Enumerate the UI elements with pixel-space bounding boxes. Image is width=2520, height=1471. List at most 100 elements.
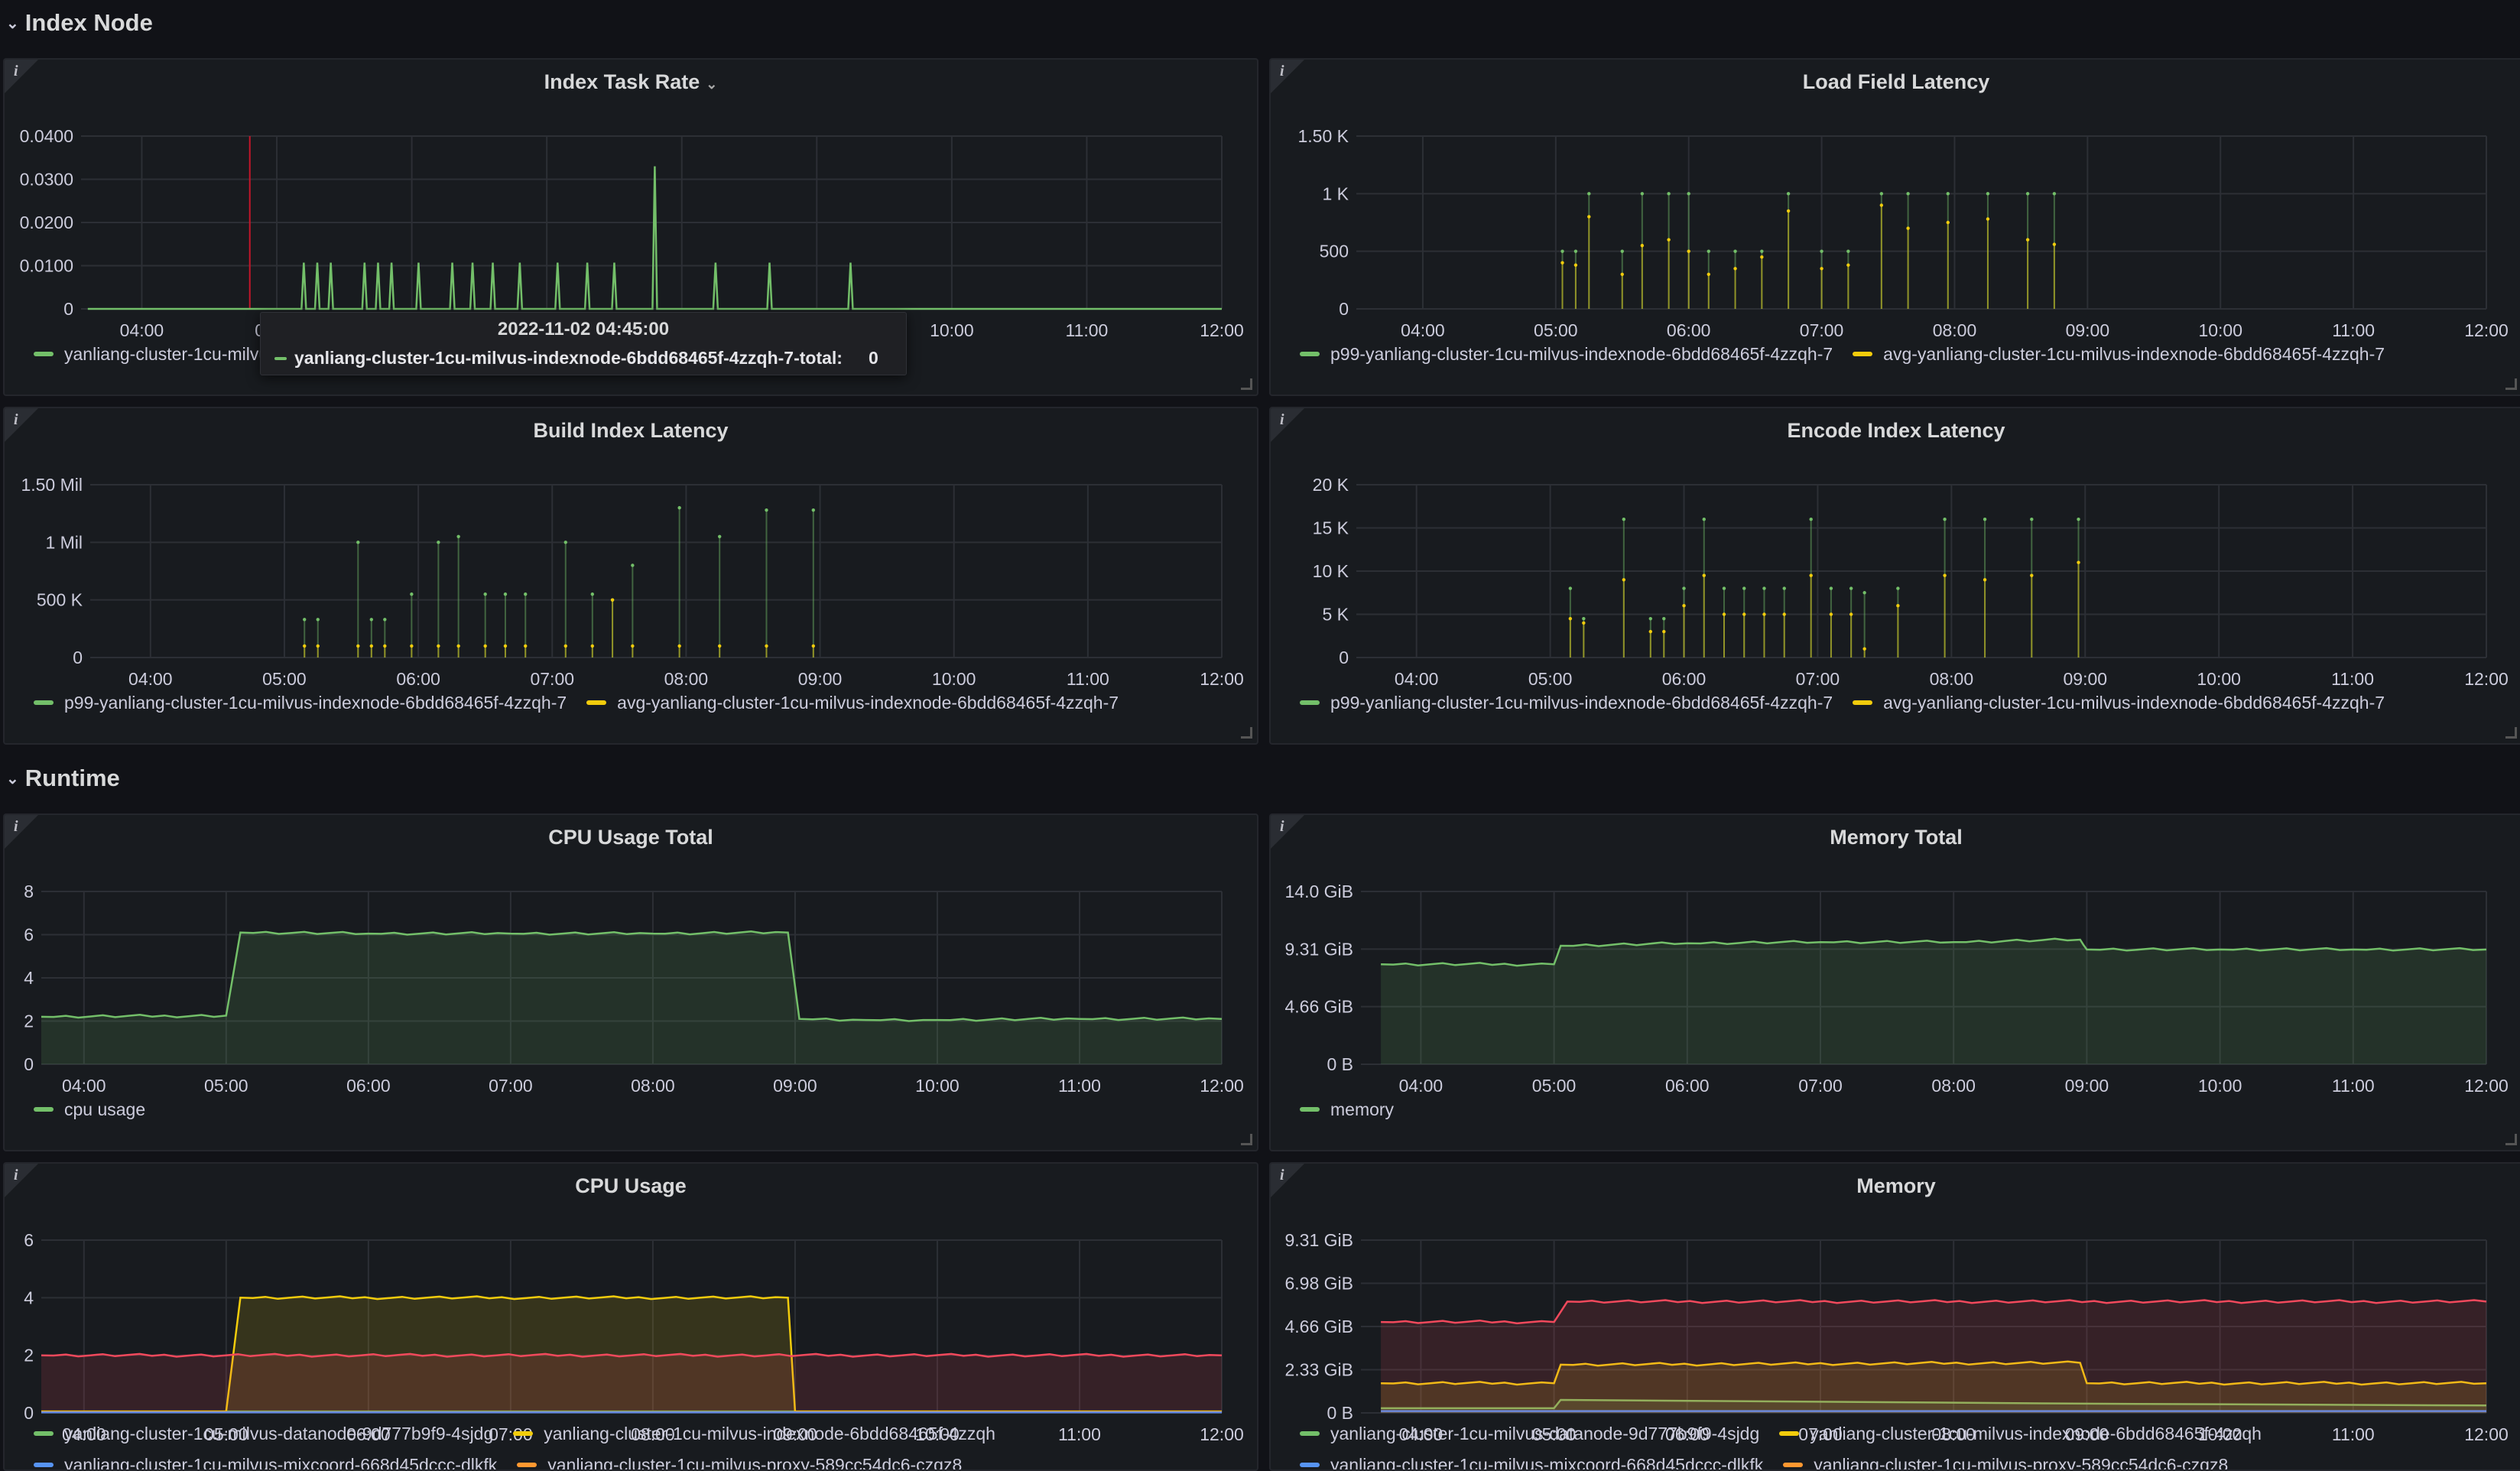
legend-item[interactable]: yanliang-cluster-1cu-milvus-indexnode-6b…: [513, 1420, 995, 1447]
series-avg-yanliang-cluster-1cu-milvus-indexnode-6bdd68465f-4zzqh-7-point[interactable]: [2030, 573, 2034, 577]
series-avg-yanliang-cluster-1cu-milvus-indexnode-6bdd68465f-4zzqh-7-point[interactable]: [1809, 573, 1813, 577]
series-p99-yanliang-cluster-1cu-milvus-indexnode-6bdd68465f-4zzqh-7-point[interactable]: [410, 592, 414, 596]
panel-title[interactable]: Encode Index Latency: [1271, 419, 2520, 446]
series-memory-line[interactable]: [1381, 937, 2487, 967]
series-avg-yanliang-cluster-1cu-milvus-indexnode-6bdd68465f-4zzqh-7-point[interactable]: [456, 644, 460, 648]
series-p99-yanliang-cluster-1cu-milvus-indexnode-6bdd68465f-4zzqh-7-point[interactable]: [1640, 192, 1645, 196]
series-avg-yanliang-cluster-1cu-milvus-indexnode-6bdd68465f-4zzqh-7-point[interactable]: [1622, 578, 1626, 582]
series-avg-yanliang-cluster-1cu-milvus-indexnode-6bdd68465f-4zzqh-7-point[interactable]: [1879, 203, 1884, 207]
series-p99-yanliang-cluster-1cu-milvus-indexnode-6bdd68465f-4zzqh-7-point[interactable]: [765, 508, 768, 512]
series-avg-yanliang-cluster-1cu-milvus-indexnode-6bdd68465f-4zzqh-7-point[interactable]: [1702, 573, 1706, 577]
chart-svg[interactable]: 8 6 4 2 0 04:00 05:00 06:00 07:00 08:00 09:00 10:00…: [5, 815, 1257, 1150]
legend-item[interactable]: p99-yanliang-cluster-1cu-milvus-indexnod…: [1300, 689, 1833, 716]
series-avg-yanliang-cluster-1cu-milvus-indexnode-6bdd68465f-4zzqh-7-point[interactable]: [1846, 263, 1850, 267]
series-p99-yanliang-cluster-1cu-milvus-indexnode-6bdd68465f-4zzqh-7-point[interactable]: [1568, 586, 1573, 590]
series-p99-yanliang-cluster-1cu-milvus-indexnode-6bdd68465f-4zzqh-7-point[interactable]: [563, 541, 567, 544]
info-icon[interactable]: i: [1280, 411, 1284, 428]
series-p99-yanliang-cluster-1cu-milvus-indexnode-6bdd68465f-4zzqh-7-point[interactable]: [1722, 586, 1726, 590]
panel-cpu-usage-total[interactable]: i CPU Usage Total 8 6 4 2 0 04:00 05:00 06:00 07:0…: [3, 813, 1258, 1151]
row-header-runtime[interactable]: ⌄ Runtime: [6, 761, 120, 795]
legend-item[interactable]: p99-yanliang-cluster-1cu-milvus-indexnod…: [1300, 340, 1833, 368]
series-avg-yanliang-cluster-1cu-milvus-indexnode-6bdd68465f-4zzqh-7-point[interactable]: [1722, 612, 1726, 616]
series-p99-yanliang-cluster-1cu-milvus-indexnode-6bdd68465f-4zzqh-7-point[interactable]: [456, 534, 460, 538]
row-header-index-node[interactable]: ⌄ Index Node: [6, 6, 153, 40]
legend-item[interactable]: yanliang-cluster-1cu-milvus-proxy-589cc5…: [517, 1451, 962, 1469]
series-avg-yanliang-cluster-1cu-milvus-indexnode-6bdd68465f-4zzqh-7-point[interactable]: [483, 644, 487, 648]
series-p99-yanliang-cluster-1cu-milvus-indexnode-6bdd68465f-4zzqh-7-point[interactable]: [2030, 518, 2034, 521]
series-p99-yanliang-cluster-1cu-milvus-indexnode-6bdd68465f-4zzqh-7-point[interactable]: [437, 541, 440, 544]
legend-item[interactable]: avg-yanliang-cluster-1cu-milvus-indexnod…: [586, 689, 1119, 716]
series-p99-yanliang-cluster-1cu-milvus-indexnode-6bdd68465f-4zzqh-7-point[interactable]: [1620, 249, 1624, 253]
series-avg-yanliang-cluster-1cu-milvus-indexnode-6bdd68465f-4zzqh-7-point[interactable]: [677, 644, 681, 648]
chart-svg[interactable]: 14.0 GiB 9.31 GiB 4.66 GiB 0 B 04:00 05:00 06:…: [1271, 815, 2520, 1150]
series-avg-yanliang-cluster-1cu-milvus-indexnode-6bdd68465f-4zzqh-7-point[interactable]: [383, 644, 387, 648]
series-p99-yanliang-cluster-1cu-milvus-indexnode-6bdd68465f-4zzqh-7-point[interactable]: [356, 541, 360, 544]
series-avg-yanliang-cluster-1cu-milvus-indexnode-6bdd68465f-4zzqh-7-point[interactable]: [369, 644, 374, 648]
series-avg-yanliang-cluster-1cu-milvus-indexnode-6bdd68465f-4zzqh-7-point[interactable]: [1620, 272, 1624, 276]
series-avg-yanliang-cluster-1cu-milvus-indexnode-6bdd68465f-4zzqh-7-point[interactable]: [1862, 647, 1866, 651]
series-avg-yanliang-cluster-1cu-milvus-indexnode-6bdd68465f-4zzqh-7-point[interactable]: [717, 644, 722, 648]
series-p99-yanliang-cluster-1cu-milvus-indexnode-6bdd68465f-4zzqh-7-point[interactable]: [1662, 616, 1666, 621]
series-p99-yanliang-cluster-1cu-milvus-indexnode-6bdd68465f-4zzqh-7-point[interactable]: [1849, 586, 1853, 590]
series-p99-yanliang-cluster-1cu-milvus-indexnode-6bdd68465f-4zzqh-7-point[interactable]: [1946, 192, 1950, 196]
series-avg-yanliang-cluster-1cu-milvus-indexnode-6bdd68465f-4zzqh-7-point[interactable]: [503, 644, 508, 648]
panel-title[interactable]: CPU Usage: [5, 1174, 1257, 1202]
series-avg-yanliang-cluster-1cu-milvus-indexnode-6bdd68465f-4zzqh-7-point[interactable]: [563, 644, 567, 648]
series-avg-yanliang-cluster-1cu-milvus-indexnode-6bdd68465f-4zzqh-7-point[interactable]: [1782, 612, 1786, 616]
series-p99-yanliang-cluster-1cu-milvus-indexnode-6bdd68465f-4zzqh-7-point[interactable]: [1648, 616, 1653, 621]
series-p99-yanliang-cluster-1cu-milvus-indexnode-6bdd68465f-4zzqh-7-point[interactable]: [1820, 249, 1823, 253]
series-yanliang-cluster-1cu-milvus-datanode-9d777b9f9-4sjdg-line[interactable]: [1381, 1398, 2487, 1410]
series-avg-yanliang-cluster-1cu-milvus-indexnode-6bdd68465f-4zzqh-7-point[interactable]: [1707, 272, 1710, 276]
series-avg-yanliang-cluster-1cu-milvus-indexnode-6bdd68465f-4zzqh-7-point[interactable]: [1648, 629, 1653, 634]
panel-title[interactable]: Memory: [1271, 1174, 2520, 1202]
series-avg-yanliang-cluster-1cu-milvus-indexnode-6bdd68465f-4zzqh-7-point[interactable]: [1568, 616, 1573, 621]
legend-item[interactable]: yanliang-cluster-1cu-milvus-proxy-589cc5…: [1783, 1451, 2228, 1469]
series-avg-yanliang-cluster-1cu-milvus-indexnode-6bdd68465f-4zzqh-7-point[interactable]: [1820, 267, 1823, 271]
series-p99-yanliang-cluster-1cu-milvus-indexnode-6bdd68465f-4zzqh-7-point[interactable]: [1573, 249, 1578, 253]
panel-encode-index-latency[interactable]: i Encode Index Latency 20 K 15 K 10 K 5 K 0 04:…: [1269, 407, 2520, 745]
series-avg-yanliang-cluster-1cu-milvus-indexnode-6bdd68465f-4zzqh-7-point[interactable]: [2025, 238, 2030, 242]
panel-title[interactable]: Memory Total: [1271, 826, 2520, 853]
series-avg-yanliang-cluster-1cu-milvus-indexnode-6bdd68465f-4zzqh-7-point[interactable]: [1983, 578, 1987, 582]
series-p99-yanliang-cluster-1cu-milvus-indexnode-6bdd68465f-4zzqh-7-point[interactable]: [631, 563, 635, 567]
panel-build-index-latency[interactable]: i Build Index Latency 1.50 Mil 1 Mil 500 K 0 0…: [3, 407, 1258, 745]
series-avg-yanliang-cluster-1cu-milvus-indexnode-6bdd68465f-4zzqh-7-point[interactable]: [765, 644, 768, 648]
info-icon[interactable]: i: [14, 1167, 18, 1184]
series-avg-yanliang-cluster-1cu-milvus-indexnode-6bdd68465f-4zzqh-7-point[interactable]: [1582, 621, 1586, 625]
panel-load-field-latency[interactable]: i Load Field Latency 1.50 K 1 K 500 0 04:00 05:…: [1269, 58, 2520, 396]
series-p99-yanliang-cluster-1cu-milvus-indexnode-6bdd68465f-4zzqh-7-point[interactable]: [1742, 586, 1746, 590]
series-avg-yanliang-cluster-1cu-milvus-indexnode-6bdd68465f-4zzqh-7-point[interactable]: [410, 644, 414, 648]
series-avg-yanliang-cluster-1cu-milvus-indexnode-6bdd68465f-4zzqh-7-point[interactable]: [2052, 242, 2057, 246]
legend-item[interactable]: yanliang-cluster-1cu-milvus-indexnode-6b…: [1779, 1420, 2262, 1447]
series-p99-yanliang-cluster-1cu-milvus-indexnode-6bdd68465f-4zzqh-7-point[interactable]: [1983, 518, 1987, 521]
series-avg-yanliang-cluster-1cu-milvus-indexnode-6bdd68465f-4zzqh-7-point[interactable]: [1667, 238, 1671, 242]
chart-svg[interactable]: 1.50 K 1 K 500 0 04:00 05:00 06:00 07:00 08:00 09…: [1271, 60, 2520, 395]
series-p99-yanliang-cluster-1cu-milvus-indexnode-6bdd68465f-4zzqh-7-point[interactable]: [1622, 518, 1626, 521]
series-p99-yanliang-cluster-1cu-milvus-indexnode-6bdd68465f-4zzqh-7-point[interactable]: [2077, 518, 2080, 521]
panel-memory[interactable]: i Memory 9.31 GiB 6.98 GiB 4.66 GiB 2.33 GiB 0…: [1269, 1162, 2520, 1471]
series-avg-yanliang-cluster-1cu-milvus-indexnode-6bdd68465f-4zzqh-7-point[interactable]: [1829, 612, 1833, 616]
series-p99-yanliang-cluster-1cu-milvus-indexnode-6bdd68465f-4zzqh-7-point[interactable]: [1667, 192, 1671, 196]
series-yanliang-cluster-1cu-milvus-proxy-589cc54dc6-czqz8-line[interactable]: [1381, 1299, 2487, 1325]
series-avg-yanliang-cluster-1cu-milvus-indexnode-6bdd68465f-4zzqh-7-point[interactable]: [610, 598, 615, 602]
series-avg-yanliang-cluster-1cu-milvus-indexnode-6bdd68465f-4zzqh-7-point[interactable]: [1687, 249, 1690, 253]
series-yanliang-cluster-1cu-milvus-indexnode-6bdd68465f-4zzqh-line[interactable]: [41, 1295, 1222, 1413]
series-p99-yanliang-cluster-1cu-milvus-indexnode-6bdd68465f-4zzqh-7-point[interactable]: [1862, 591, 1866, 595]
series-p99-yanliang-cluster-1cu-milvus-indexnode-6bdd68465f-4zzqh-7-point[interactable]: [1582, 616, 1586, 621]
series-avg-yanliang-cluster-1cu-milvus-indexnode-6bdd68465f-4zzqh-7-point[interactable]: [524, 644, 528, 648]
legend-item[interactable]: cpu usage: [34, 1096, 145, 1123]
series-p99-yanliang-cluster-1cu-milvus-indexnode-6bdd68465f-4zzqh-7-point[interactable]: [1707, 249, 1710, 253]
series-p99-yanliang-cluster-1cu-milvus-indexnode-6bdd68465f-4zzqh-7-point[interactable]: [1560, 249, 1564, 253]
series-p99-yanliang-cluster-1cu-milvus-indexnode-6bdd68465f-4zzqh-7-point[interactable]: [1762, 586, 1766, 590]
series-avg-yanliang-cluster-1cu-milvus-indexnode-6bdd68465f-4zzqh-7-point[interactable]: [631, 644, 635, 648]
legend-item[interactable]: avg-yanliang-cluster-1cu-milvus-indexnod…: [1853, 340, 2385, 368]
legend-item[interactable]: p99-yanliang-cluster-1cu-milvus-indexnod…: [34, 689, 567, 716]
legend-item[interactable]: yanliang-cluster-1cu-milvus-mixcoord-668…: [34, 1451, 497, 1469]
series-avg-yanliang-cluster-1cu-milvus-indexnode-6bdd68465f-4zzqh-7-point[interactable]: [2077, 560, 2080, 564]
series-avg-yanliang-cluster-1cu-milvus-indexnode-6bdd68465f-4zzqh-7-point[interactable]: [1760, 255, 1764, 259]
series-p99-yanliang-cluster-1cu-milvus-indexnode-6bdd68465f-4zzqh-7-point[interactable]: [1786, 192, 1791, 196]
series-p99-yanliang-cluster-1cu-milvus-indexnode-6bdd68465f-4zzqh-7-point[interactable]: [717, 534, 722, 538]
series-p99-yanliang-cluster-1cu-milvus-indexnode-6bdd68465f-4zzqh-7-point[interactable]: [1587, 192, 1591, 196]
series-p99-yanliang-cluster-1cu-milvus-indexnode-6bdd68465f-4zzqh-7-point[interactable]: [1896, 586, 1900, 590]
series-avg-yanliang-cluster-1cu-milvus-indexnode-6bdd68465f-4zzqh-7-point[interactable]: [303, 644, 307, 648]
